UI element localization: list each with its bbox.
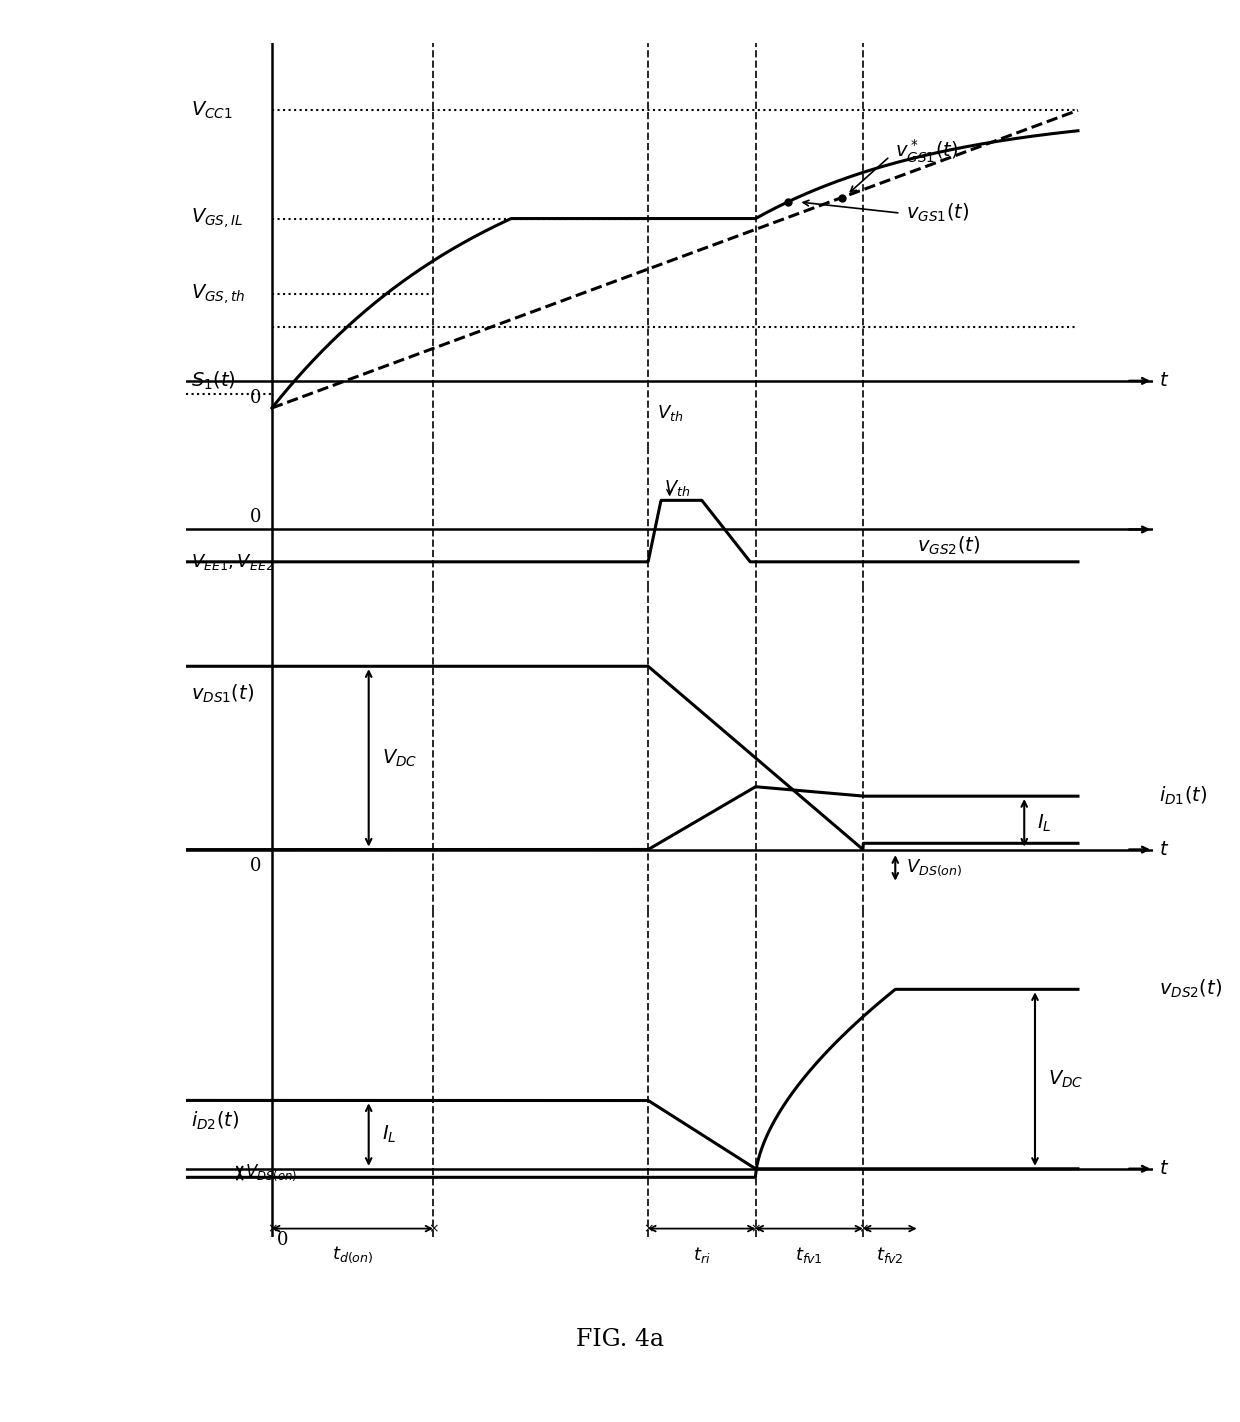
- Text: $V_{DS(on)}$: $V_{DS(on)}$: [906, 857, 962, 879]
- Text: $i_{D1}(t)$: $i_{D1}(t)$: [1158, 785, 1207, 808]
- Text: $V_{DC}$: $V_{DC}$: [1048, 1068, 1084, 1089]
- Text: $v_{GS1}(t)$: $v_{GS1}(t)$: [906, 202, 970, 225]
- Text: $v_{GS1}^*(t)$: $v_{GS1}^*(t)$: [895, 137, 959, 165]
- Text: 0: 0: [249, 857, 262, 876]
- Text: 0: 0: [249, 508, 262, 526]
- Text: 0: 0: [249, 390, 262, 407]
- Text: $S_1(t)$: $S_1(t)$: [191, 370, 236, 391]
- Text: $I_L$: $I_L$: [382, 1123, 396, 1145]
- Text: $V_{DC}$: $V_{DC}$: [382, 748, 417, 768]
- Text: $v_{DS1}(t)$: $v_{DS1}(t)$: [191, 683, 254, 705]
- Text: $V_{CC1}$: $V_{CC1}$: [191, 100, 233, 121]
- Text: $i_{D2}(t)$: $i_{D2}(t)$: [191, 1109, 239, 1132]
- Text: $v_{GS2}(t)$: $v_{GS2}(t)$: [916, 535, 980, 557]
- Text: $V_{th}$: $V_{th}$: [665, 478, 691, 498]
- Text: $\times$: $\times$: [858, 1221, 868, 1236]
- Text: $t_{fv1}$: $t_{fv1}$: [795, 1244, 823, 1264]
- Text: $V_{DS(on)}$: $V_{DS(on)}$: [246, 1163, 298, 1183]
- Text: $t_{fv2}$: $t_{fv2}$: [875, 1244, 904, 1264]
- Text: 0: 0: [278, 1231, 289, 1250]
- Text: $V_{EE1},V_{EE2}$: $V_{EE1},V_{EE2}$: [191, 552, 274, 572]
- Text: $t$: $t$: [1158, 1160, 1169, 1177]
- Text: $v_{DS2}(t)$: $v_{DS2}(t)$: [1158, 978, 1221, 1001]
- Text: $t$: $t$: [1158, 840, 1169, 859]
- Text: $V_{th}$: $V_{th}$: [657, 404, 683, 424]
- Text: $\times$: $\times$: [750, 1221, 761, 1236]
- Text: $t$: $t$: [1158, 373, 1169, 390]
- Text: $V_{GS,IL}$: $V_{GS,IL}$: [191, 206, 244, 230]
- Text: $t_{ri}$: $t_{ri}$: [693, 1244, 711, 1264]
- Text: $\times$: $\times$: [267, 1221, 278, 1236]
- Text: FIG. 4a: FIG. 4a: [577, 1328, 663, 1351]
- Text: $\times$: $\times$: [642, 1221, 653, 1236]
- Text: $V_{GS,th}$: $V_{GS,th}$: [191, 283, 246, 306]
- Text: $\times$: $\times$: [428, 1221, 439, 1236]
- Text: $I_L$: $I_L$: [1037, 812, 1052, 833]
- Text: $t_{d(on)}$: $t_{d(on)}$: [332, 1244, 373, 1266]
